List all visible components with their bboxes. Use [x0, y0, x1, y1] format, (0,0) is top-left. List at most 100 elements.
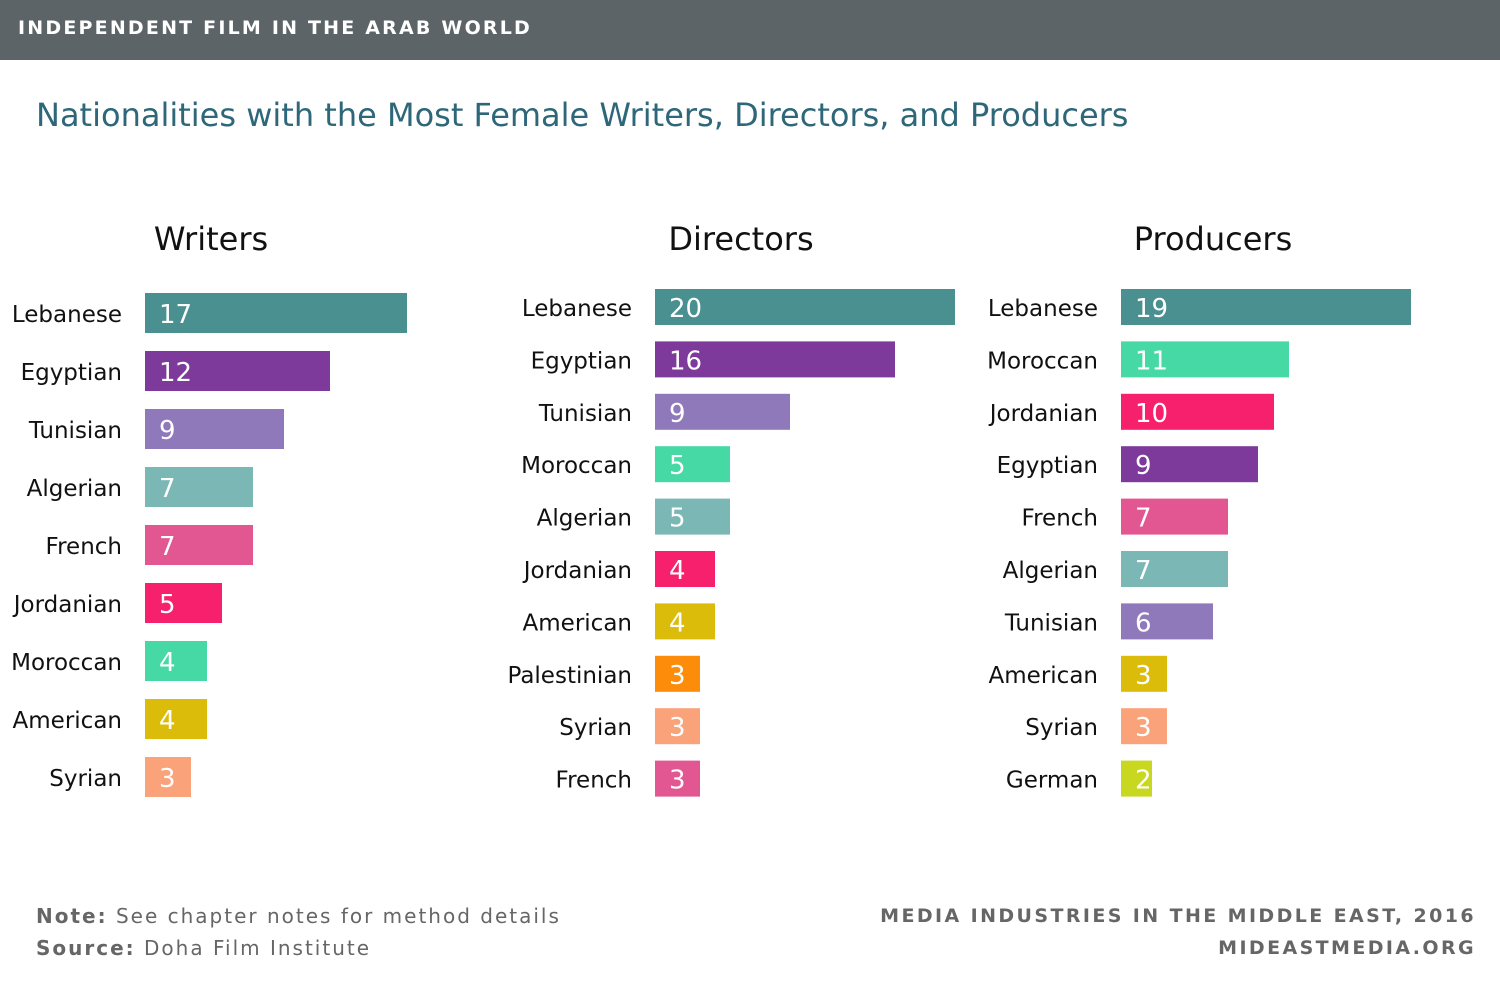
- producers-bar-lebanese: [1121, 289, 1411, 325]
- directors-category-label-palestinian: Palestinian: [507, 663, 632, 689]
- producers-panel: Producers Lebanese 19 Moroccan 11 Jordanian 10…: [987, 220, 1411, 797]
- writers-bar-american: [145, 699, 207, 739]
- directors-value-label-french: 3: [669, 766, 686, 796]
- producers-value-label-moroccan: 11: [1135, 346, 1168, 376]
- source-label: Source:: [36, 936, 136, 960]
- producers-bar-french: [1121, 498, 1228, 535]
- producers-panel-title: Producers: [1134, 220, 1292, 258]
- writers-category-label-american: American: [13, 708, 122, 734]
- producers-category-label-jordanian: Jordanian: [988, 401, 1098, 427]
- directors-bar-syrian: [655, 708, 700, 745]
- writers-category-label-lebanese: Lebanese: [12, 302, 122, 328]
- writers-bar-algerian: [145, 467, 253, 507]
- note-line: Note: See chapter notes for method detai…: [36, 900, 561, 932]
- directors-bar-palestinian: [655, 655, 700, 692]
- producers-category-label-egyptian: Egyptian: [997, 453, 1098, 479]
- writers-value-label-tunisian: 9: [159, 416, 176, 446]
- writers-value-label-jordanian: 5: [159, 590, 176, 620]
- directors-panel: Directors Lebanese 20 Egyptian 16 Tunisian 9 Mo…: [507, 220, 955, 797]
- producers-value-label-syrian: 3: [1135, 713, 1152, 743]
- writers-bar-french: [145, 525, 253, 565]
- banner-title: INDEPENDENT FILM IN THE ARAB WORLD: [18, 17, 533, 39]
- producers-value-label-jordanian: 10: [1135, 399, 1168, 429]
- writers-category-label-jordanian: Jordanian: [12, 592, 122, 618]
- directors-category-label-moroccan: Moroccan: [521, 453, 632, 479]
- writers-panel-title: Writers: [154, 220, 268, 258]
- directors-value-label-syrian: 3: [669, 713, 686, 743]
- directors-bar-moroccan: [655, 446, 730, 483]
- directors-value-label-tunisian: 9: [669, 399, 686, 429]
- producers-category-label-tunisian: Tunisian: [1004, 610, 1098, 636]
- producers-category-label-french: French: [1022, 506, 1098, 532]
- producers-value-label-lebanese: 19: [1135, 294, 1168, 324]
- producers-value-label-german: 2: [1135, 766, 1152, 796]
- credit-line-2: MIDEASTMEDIA.ORG: [1218, 937, 1476, 959]
- source-line: Source: Doha Film Institute: [36, 932, 561, 964]
- producers-category-label-moroccan: Moroccan: [987, 348, 1098, 374]
- writers-bar-tunisian: [145, 409, 284, 449]
- directors-category-label-syrian: Syrian: [559, 715, 632, 741]
- writers-category-label-egyptian: Egyptian: [21, 360, 122, 386]
- producers-bar-german: [1121, 760, 1152, 797]
- directors-value-label-egyptian: 16: [669, 346, 702, 376]
- writers-bar-jordanian: [145, 583, 222, 623]
- writers-bar-moroccan: [145, 641, 207, 681]
- producers-category-label-syrian: Syrian: [1025, 715, 1098, 741]
- directors-panel-title: Directors: [668, 220, 813, 258]
- writers-value-label-french: 7: [159, 532, 176, 562]
- note-text: See chapter notes for method details: [115, 904, 561, 928]
- directors-category-label-french: French: [556, 768, 632, 794]
- producers-category-label-american: American: [989, 663, 1098, 689]
- directors-bar-lebanese: [655, 289, 955, 325]
- producers-category-label-german: German: [1006, 768, 1098, 794]
- producers-value-label-french: 7: [1135, 504, 1152, 534]
- directors-value-label-jordanian: 4: [669, 556, 686, 586]
- directors-bar-algerian: [655, 498, 730, 535]
- writers-value-label-lebanese: 17: [159, 300, 192, 330]
- directors-bar-french: [655, 760, 700, 797]
- producers-bar-american: [1121, 655, 1167, 692]
- directors-value-label-lebanese: 20: [669, 294, 702, 324]
- header-banner: INDEPENDENT FILM IN THE ARAB WORLD: [0, 0, 1500, 60]
- producers-value-label-american: 3: [1135, 661, 1152, 691]
- producers-bar-tunisian: [1121, 603, 1213, 640]
- writers-value-label-american: 4: [159, 706, 176, 736]
- producers-category-label-algerian: Algerian: [1003, 558, 1098, 584]
- producers-value-label-tunisian: 6: [1135, 608, 1152, 638]
- directors-value-label-moroccan: 5: [669, 451, 686, 481]
- writers-category-label-moroccan: Moroccan: [11, 650, 122, 676]
- writers-value-label-egyptian: 12: [159, 358, 192, 388]
- producers-bar-moroccan: [1121, 341, 1289, 378]
- producers-bar-jordanian: [1121, 393, 1274, 430]
- writers-panel: Writers Lebanese 17 Egyptian 12 Tunisian 9 Alge…: [11, 220, 407, 797]
- directors-category-label-jordanian: Jordanian: [522, 558, 632, 584]
- producers-bar-egyptian: [1121, 446, 1258, 483]
- chart-subtitle: Nationalities with the Most Female Write…: [36, 96, 1129, 134]
- producers-category-label-lebanese: Lebanese: [988, 296, 1098, 322]
- writers-value-label-algerian: 7: [159, 474, 176, 504]
- writers-category-label-french: French: [46, 534, 122, 560]
- writers-value-label-syrian: 3: [159, 764, 176, 794]
- directors-category-label-egyptian: Egyptian: [531, 348, 632, 374]
- directors-bar-american: [655, 603, 715, 640]
- writers-category-label-algerian: Algerian: [27, 476, 122, 502]
- directors-category-label-tunisian: Tunisian: [538, 401, 632, 427]
- source-text: Doha Film Institute: [144, 936, 372, 960]
- directors-value-label-american: 4: [669, 608, 686, 638]
- producers-bar-syrian: [1121, 708, 1167, 745]
- writers-bar-syrian: [145, 757, 191, 797]
- directors-bar-egyptian: [655, 341, 895, 378]
- producers-bar-algerian: [1121, 551, 1228, 587]
- note-label: Note:: [36, 904, 108, 928]
- writers-bar-egyptian: [145, 351, 330, 391]
- footer-notes: Note: See chapter notes for method detai…: [36, 900, 561, 964]
- directors-category-label-algerian: Algerian: [537, 506, 632, 532]
- writers-value-label-moroccan: 4: [159, 648, 176, 678]
- directors-bar-jordanian: [655, 551, 715, 587]
- directors-value-label-palestinian: 3: [669, 661, 686, 691]
- directors-bar-tunisian: [655, 393, 790, 430]
- directors-category-label-american: American: [523, 610, 632, 636]
- writers-bar-lebanese: [145, 293, 407, 333]
- footer-credit: MEDIA INDUSTRIES IN THE MIDDLE EAST, 201…: [880, 900, 1476, 964]
